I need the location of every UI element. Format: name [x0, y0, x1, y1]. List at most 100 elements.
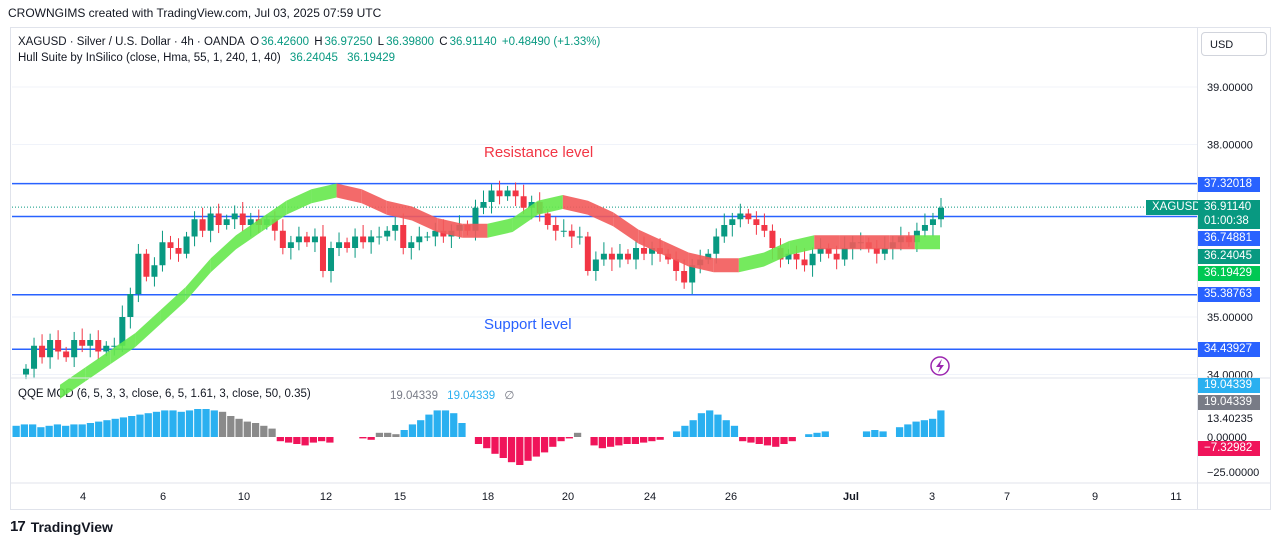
candle-body — [512, 190, 519, 197]
qqe-bar — [227, 416, 235, 437]
qqe-value-2: 19.04339 — [447, 390, 496, 402]
hull-band-segment — [638, 229, 664, 255]
qqe-bar — [29, 424, 37, 437]
qqe-bar — [631, 437, 640, 444]
qqe-bar — [524, 437, 532, 461]
qqe-bar — [507, 437, 516, 463]
candle-body — [199, 219, 206, 231]
qqe-bar — [813, 432, 821, 437]
candle-body — [753, 219, 760, 225]
qqe-bar — [194, 409, 202, 437]
candle-body — [552, 225, 559, 231]
candle-body — [472, 207, 479, 231]
candle-body — [239, 213, 246, 225]
hull-band-segment — [512, 200, 538, 232]
qqe-bar — [648, 437, 656, 442]
candle-body — [801, 259, 808, 266]
x-tick-label: 3 — [929, 491, 935, 503]
candle-body — [641, 248, 648, 254]
qqe-bar — [243, 421, 251, 437]
candle-body — [247, 219, 254, 225]
candle-body — [873, 248, 880, 254]
low-label: L — [377, 36, 385, 48]
candle-body — [608, 253, 615, 260]
qqe-bar — [730, 425, 739, 437]
hull-label: Hull Suite by InSilico (close, Hma, 55, … — [18, 52, 281, 64]
candle-body — [279, 230, 286, 248]
candle-body — [215, 213, 222, 225]
candle-body — [344, 242, 351, 248]
qqe-bar — [136, 414, 144, 437]
qqe-badge-3: −7.32982 — [1198, 441, 1260, 456]
qqe-bar — [681, 425, 689, 437]
qqe-bar — [912, 421, 920, 437]
qqe-values: 19.04339 19.04339 ∅ — [390, 388, 516, 402]
candle-body — [183, 236, 190, 254]
qqe-bar — [384, 432, 392, 437]
candle-body — [71, 340, 78, 358]
candle-body — [271, 219, 278, 231]
candle-body — [111, 345, 118, 347]
candle-body — [745, 213, 752, 220]
qqe-bar — [392, 434, 400, 437]
qqe-bar — [37, 427, 45, 437]
qqe-bar — [598, 437, 606, 449]
candle-body — [520, 196, 527, 208]
candle-body — [937, 207, 944, 220]
hull-band-segment — [185, 258, 211, 301]
x-tick-label: 6 — [160, 491, 166, 503]
x-tick-label: 26 — [725, 491, 737, 503]
qqe-bar — [218, 411, 227, 437]
hull-band-segment — [60, 367, 86, 399]
qqe-bar — [144, 413, 152, 437]
qqe-bar — [573, 432, 582, 437]
qqe-bar — [474, 437, 483, 444]
qqe-bar — [317, 437, 326, 442]
qqe-bar — [673, 431, 681, 437]
qqe-bar — [293, 437, 301, 444]
hull-band-segment — [839, 235, 865, 250]
level-badge-2: 36.74881 — [1198, 231, 1260, 246]
qqe-bar — [367, 437, 375, 440]
symbol-line: XAGUSD · Silver / U.S. Dollar · 4h · OAN… — [18, 36, 245, 48]
candle-body — [327, 248, 335, 271]
qqe-badge-1: 19.04339 — [1198, 378, 1260, 393]
hull-band-segment — [311, 183, 337, 204]
candle-body — [881, 248, 888, 254]
tradingview-logo[interactable]: 17 TradingView — [10, 518, 113, 535]
candle-body — [368, 236, 375, 243]
qqe-bar — [86, 423, 95, 437]
qqe-bar — [689, 420, 697, 437]
low-value: 36.39800 — [386, 36, 435, 48]
currency-button[interactable]: USD — [1201, 32, 1267, 56]
hull-band-segment — [713, 258, 739, 273]
support-badge-2: 34.43927 — [1198, 342, 1260, 357]
price-tick-label: 35.00000 — [1207, 312, 1253, 324]
qqe-bar — [549, 437, 557, 447]
x-tick-label: 9 — [1092, 491, 1098, 503]
candle-body — [649, 248, 656, 254]
qqe-bar — [441, 410, 450, 437]
candle-body — [576, 236, 583, 238]
qqe-bar — [433, 410, 441, 437]
candle-body — [55, 340, 62, 352]
candle-body — [632, 248, 640, 260]
qqe-bar — [565, 437, 573, 439]
countdown-badge: 01:00:38 — [1198, 214, 1260, 229]
symbol-legend: XAGUSD · Silver / U.S. Dollar · 4h · OAN… — [18, 36, 602, 48]
candle-body — [624, 253, 631, 260]
qqe-bar — [458, 423, 466, 437]
qqe-bar — [928, 418, 937, 437]
qqe-bar — [862, 431, 871, 437]
candle-body — [713, 236, 720, 254]
candle-body — [809, 253, 816, 266]
x-tick-label: 18 — [482, 491, 494, 503]
x-tick-label: 4 — [80, 491, 86, 503]
hull-value-1: 36.24045 — [289, 52, 338, 64]
qqe-bar — [772, 437, 780, 447]
qqe-bar — [532, 437, 540, 457]
qqe-bar — [235, 418, 243, 437]
qqe-bar — [301, 437, 309, 446]
candle-body — [769, 230, 776, 248]
